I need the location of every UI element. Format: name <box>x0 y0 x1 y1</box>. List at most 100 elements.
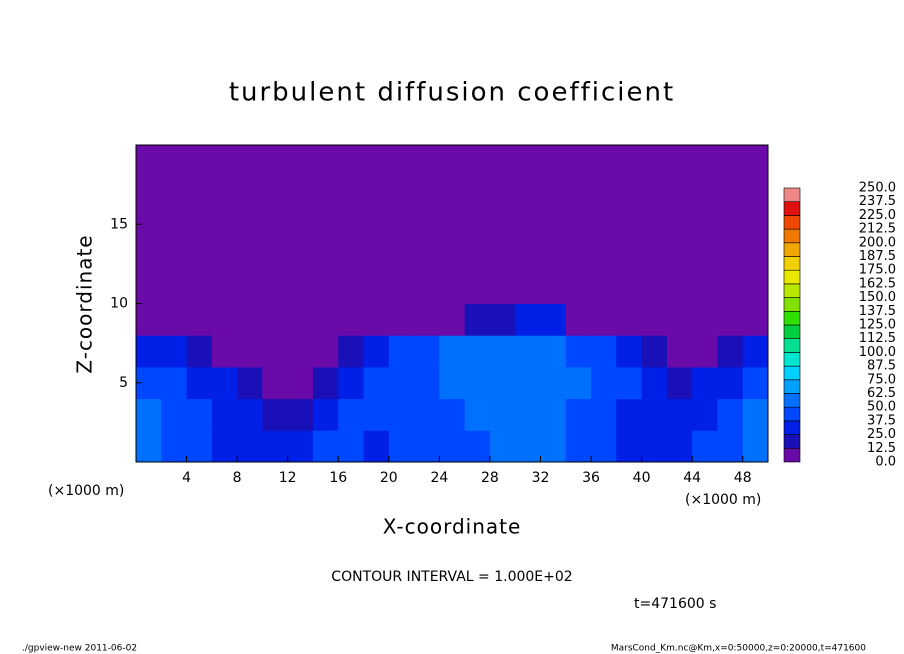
field-cell <box>287 271 314 304</box>
colorbar-swatch <box>783 420 801 435</box>
colorbar-swatch <box>783 283 801 298</box>
y-tick-label: 5 <box>119 375 128 391</box>
field-cell <box>641 240 668 273</box>
field-cell <box>439 176 466 209</box>
field-cell <box>692 240 718 273</box>
field-cell <box>237 271 263 304</box>
field-cell <box>414 240 440 273</box>
field-cell <box>211 303 238 336</box>
field-cell <box>161 366 188 400</box>
colorbar-label: 200.0 <box>859 235 896 250</box>
field-cell <box>312 303 339 336</box>
colorbar-label: 25.0 <box>867 427 896 442</box>
field-cell <box>489 335 516 368</box>
field-cell <box>742 335 769 368</box>
x-unit: (×1000 m) <box>685 492 761 508</box>
field-cell <box>515 176 541 209</box>
field-cell <box>211 208 238 241</box>
field-cell <box>211 366 238 400</box>
field-cell <box>439 303 466 336</box>
field-cell <box>161 303 188 336</box>
colorbar-swatch <box>783 393 801 408</box>
field-cell <box>591 398 617 431</box>
field-cell <box>262 271 289 304</box>
field-cell <box>666 430 693 463</box>
field-cell <box>616 271 643 304</box>
field-cell <box>591 366 617 400</box>
colorbar-label: 50.0 <box>867 400 896 415</box>
field-cell <box>742 208 769 241</box>
field-cell <box>489 430 516 463</box>
field-cell <box>363 176 390 209</box>
field-cell <box>414 366 440 400</box>
field-cell <box>742 430 769 463</box>
colorbar-label: 162.5 <box>859 276 896 291</box>
x-tick-label: 32 <box>532 470 550 486</box>
field-cell <box>515 430 541 463</box>
field-cell <box>287 145 314 178</box>
field-cell <box>363 271 390 304</box>
field-cell <box>515 240 541 273</box>
y-tick-label: 10 <box>110 296 128 312</box>
field-cell <box>515 145 541 178</box>
field-cell <box>338 398 365 431</box>
field-cell <box>540 303 567 336</box>
colorbar-swatch <box>783 242 801 257</box>
x-tick-label: 4 <box>182 470 191 486</box>
field-cell <box>161 398 188 431</box>
field-cell <box>312 430 339 463</box>
field-cell <box>287 430 314 463</box>
field-cell <box>565 398 592 431</box>
field-cell <box>540 430 567 463</box>
field-cell <box>439 335 466 368</box>
colorbar-label: 112.5 <box>859 331 896 346</box>
field-cell <box>540 240 567 273</box>
field-cell <box>439 430 466 463</box>
colorbar-label: 137.5 <box>859 304 896 319</box>
field-cell <box>136 335 162 368</box>
field-cell <box>489 366 516 400</box>
field-cell <box>439 145 466 178</box>
field-cell <box>439 398 466 431</box>
field-cell <box>464 303 491 336</box>
field-cell <box>262 430 289 463</box>
field-cell <box>717 398 744 431</box>
field-cell <box>287 398 314 431</box>
field-cell <box>186 271 213 304</box>
field-cell <box>565 303 592 336</box>
field-cell <box>186 240 213 273</box>
field-cell <box>464 176 491 209</box>
field-cell <box>540 176 567 209</box>
colorbar-swatch <box>783 269 801 285</box>
field-cell <box>666 398 693 431</box>
field-cell <box>692 145 718 178</box>
field-cell <box>666 145 693 178</box>
field-cell <box>717 430 744 463</box>
field-cell <box>414 271 440 304</box>
field-cell <box>717 240 744 273</box>
field-cell <box>641 271 668 304</box>
field-cell <box>312 271 339 304</box>
field-cell <box>540 208 567 241</box>
field-cell <box>464 335 491 368</box>
field-cell <box>565 240 592 273</box>
field-cell <box>338 145 365 178</box>
field-cell <box>439 208 466 241</box>
field-cell <box>186 398 213 431</box>
field-cell <box>464 208 491 241</box>
field-cell <box>312 145 339 178</box>
colorbar-swatch <box>783 215 801 230</box>
y-unit: (×1000 m) <box>48 483 124 499</box>
field-cell <box>742 398 769 431</box>
colorbar-label: 0.0 <box>875 455 896 470</box>
field-cell <box>540 398 567 431</box>
colorbar-label: 100.0 <box>859 345 896 360</box>
colorbar-swatch <box>783 352 801 367</box>
field-cell <box>414 208 440 241</box>
field-cell <box>414 145 440 178</box>
field-cell <box>262 303 289 336</box>
field-cell <box>388 145 415 178</box>
field-cell <box>641 176 668 209</box>
field-cell <box>641 145 668 178</box>
field-cell <box>464 145 491 178</box>
